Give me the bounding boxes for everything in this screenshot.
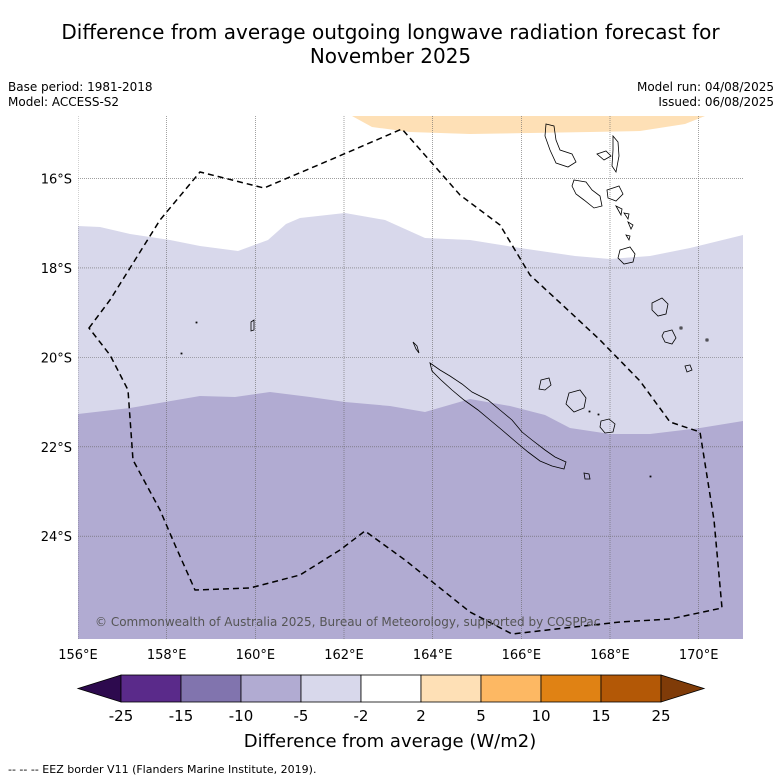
colorbar-segment [180,674,242,703]
eastern-island-3 [684,364,693,373]
colorbar: -25 -15 -10 -5 -2 2 5 10 15 25 [76,674,706,725]
lat-tick-label: 24°S [41,530,72,545]
map-panel: © Commonwealth of Australia 2025, Bureau… [78,116,743,639]
colorbar-segment [120,674,182,703]
lifou-island [565,389,587,413]
erromango-tanna-islands [617,234,636,265]
lon-tick-label: 168°E [590,648,630,663]
anomaly-band-minus10-minus5 [78,392,743,639]
walpole-island [583,472,591,480]
copyright-credit: © Commonwealth of Australia 2025, Bureau… [95,615,600,629]
lon-tick-label: 166°E [502,648,542,663]
base-period: Base period: 1981-2018 [8,80,153,94]
model-run: Model run: 04/08/2025 [636,80,774,94]
model-name: Model: ACCESS-S2 [8,95,120,109]
lon-tick-label: 164°E [413,648,453,663]
colorbar-segment [600,674,662,703]
chart-title: Difference from average outgoing longwav… [0,20,781,68]
title-line-2: November 2025 [309,44,472,68]
colorbar-lower-extend [76,674,122,703]
colorbar-label: Difference from average (W/m2) [244,731,536,752]
meta-left: Base period: 1981-2018 Model: ACCESS-S2 [8,80,153,110]
colorbar-segment [300,674,362,703]
colorbar-segment [240,674,302,703]
anomaly-band-plus2-plus5 [352,116,705,134]
lon-tick-label: 158°E [147,648,187,663]
title-line-1: Difference from average outgoing longwav… [61,20,720,44]
ambae-pentecost-islands [596,134,620,174]
new-caledonia-coastline [429,362,567,470]
colorbar-segment [480,674,542,703]
mare-island [599,418,616,434]
eez-legend-note: -- -- -- EEZ border V11 (Flanders Marine… [8,763,317,776]
colorbar-tick-label: -5 [294,707,309,725]
eastern-island-1 [651,297,669,317]
lat-tick-label: 18°S [41,262,72,277]
colorbar-tick-label: 2 [416,707,426,725]
espiritu-santo-island [544,123,577,168]
colorbar-segment [540,674,602,703]
issued-date: Issued: 06/08/2025 [658,95,774,109]
eastern-island-2 [661,329,677,345]
meta-right: Model run: 04/08/2025 Issued: 06/08/2025 [637,80,774,110]
gridlines [78,116,743,639]
colorbar-tick-label: -25 [109,707,134,725]
malekula-island [571,179,603,209]
colorbar-tick-label: -2 [354,707,369,725]
colorbar-upper-extend [660,674,706,703]
colorbar-tick-label: -15 [169,707,194,725]
colorbar-segment [360,674,422,703]
lat-tick-label: 16°S [41,173,72,188]
eez-border [88,128,723,635]
colorbar-tick-label: -10 [229,707,254,725]
colorbar-tick-label: 5 [476,707,486,725]
islet-2 [180,321,709,478]
lon-tick-label: 160°E [236,648,276,663]
belep-islands [412,341,420,354]
efate-shepherd-islands [606,185,634,230]
lat-tick-label: 22°S [41,441,72,456]
lon-tick-label: 162°E [324,648,364,663]
colorbar-tick-label: 10 [531,707,550,725]
lat-tick-label: 20°S [41,351,72,366]
ouvea-island [538,377,552,391]
lon-tick-label: 170°E [679,648,719,663]
lon-tick-label: 156°E [58,648,98,663]
colorbar-tick-label: 25 [651,707,670,725]
islet-1 [250,319,255,332]
colorbar-segment [420,674,482,703]
axis-ticks: 156°E 158°E 160°E 162°E 164°E 166°E 168°E 170°E… [41,173,719,663]
colorbar-tick-label: 15 [591,707,610,725]
